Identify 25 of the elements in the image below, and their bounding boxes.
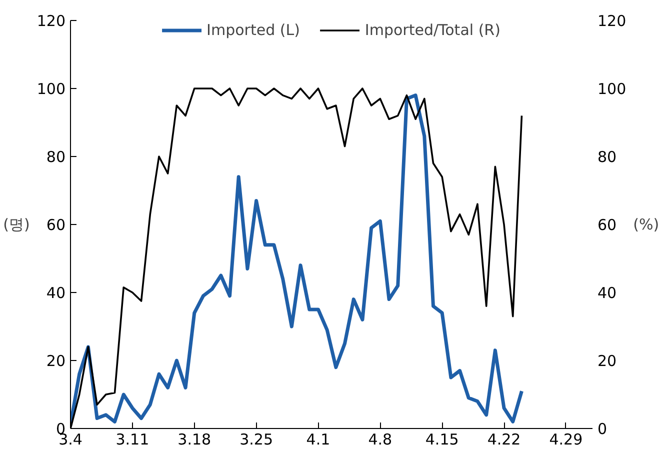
y2-tick-label: 60 (598, 216, 617, 234)
y2-tick-label: 20 (598, 352, 617, 370)
x-tick-label: 4.22 (487, 430, 521, 448)
x-tick-label: 3.18 (178, 430, 212, 448)
x-tick-label: 3.25 (240, 430, 274, 448)
legend-label: Imported (L) (206, 21, 300, 39)
x-tick-label: 4.15 (425, 430, 459, 448)
y2-axis-title: (%) (633, 216, 660, 234)
y2-tick-label: 80 (598, 148, 617, 166)
y-tick-label: 100 (36, 80, 66, 98)
y2-tick-label: 0 (598, 420, 608, 438)
x-tick-label: 3.11 (116, 430, 150, 448)
legend-label: Imported/Total (R) (364, 21, 500, 39)
y2-tick-label: 40 (598, 284, 617, 302)
x-tick-label: 4.8 (368, 430, 392, 448)
y2-tick-label: 120 (598, 12, 626, 30)
y-tick-label: 60 (46, 216, 66, 234)
x-tick-label: 4.1 (306, 430, 330, 448)
y-tick-label: 80 (46, 148, 66, 166)
y-tick-label: 20 (46, 352, 66, 370)
y-axis-title: (명) (3, 216, 30, 234)
x-tick-label: 4.29 (549, 430, 583, 448)
y2-tick-label: 100 (598, 80, 626, 98)
y-tick-label: 120 (36, 12, 66, 30)
y-tick-label: 40 (46, 284, 66, 302)
